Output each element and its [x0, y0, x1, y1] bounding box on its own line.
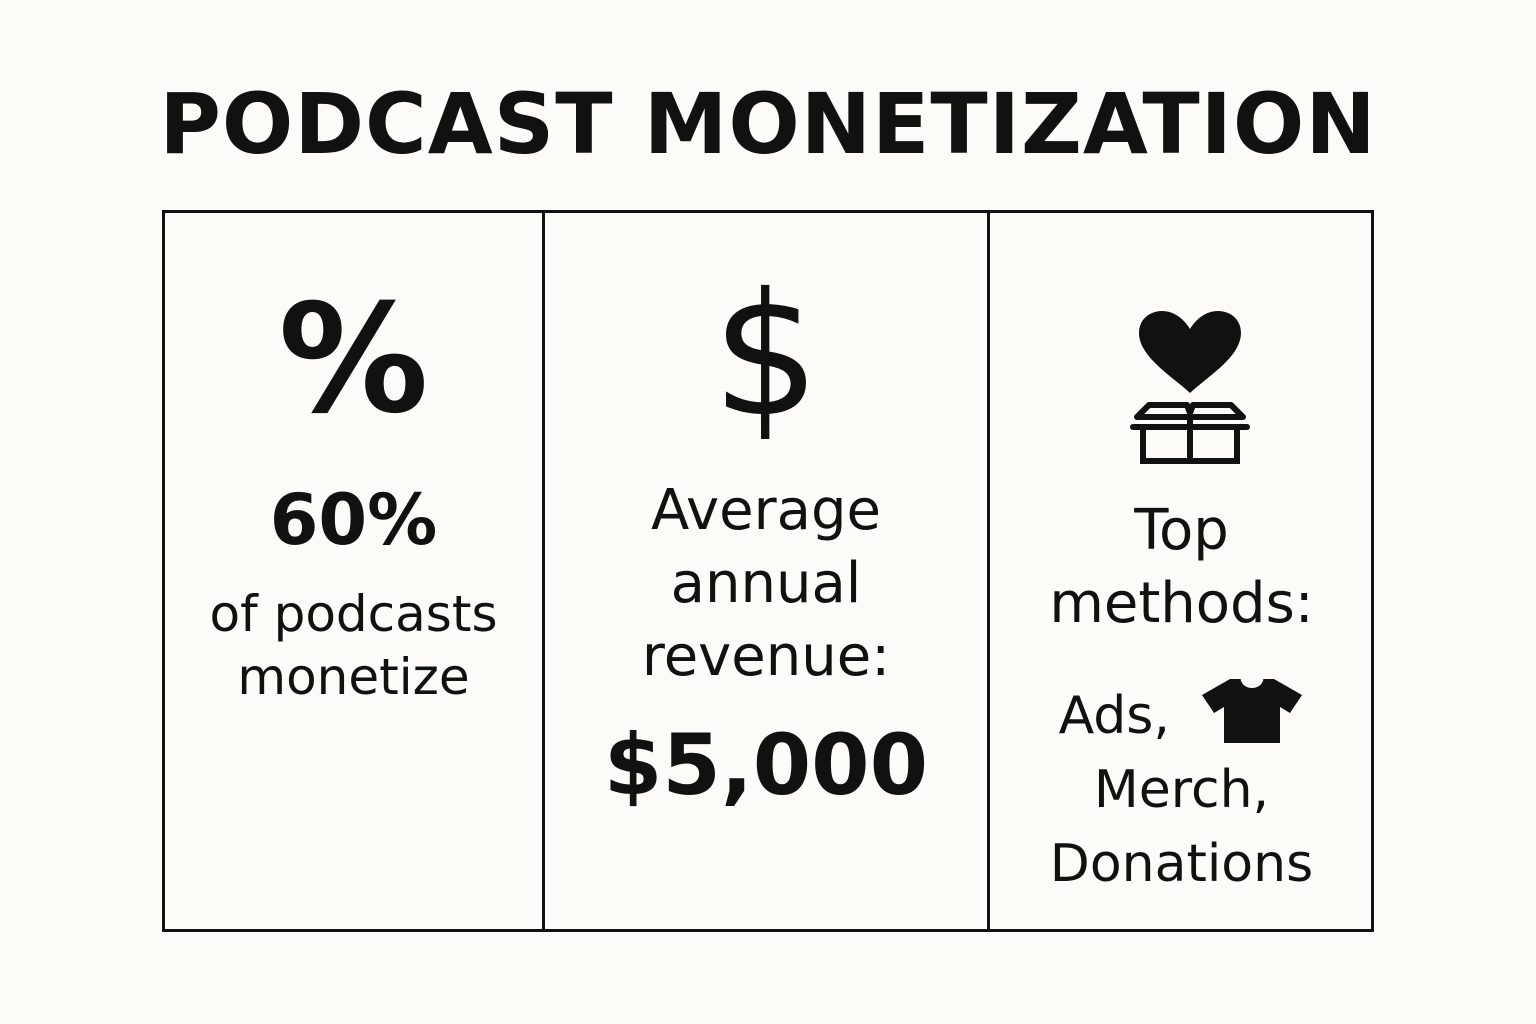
- method-ads: Ads,: [1058, 686, 1170, 746]
- description-line: of podcasts: [209, 585, 498, 643]
- heading-line: methods:: [1049, 570, 1314, 636]
- dollar-icon: $: [711, 257, 821, 455]
- method-item: Ads,: [990, 675, 1373, 754]
- methods-list: Ads, Merch, Donations: [990, 675, 1373, 901]
- revenue-panel: $ Average annual revenue: $5,000: [545, 213, 987, 929]
- heading-line: Top: [1134, 498, 1229, 563]
- percent-icon: %: [278, 273, 429, 447]
- revenue-description: Average annual revenue:: [545, 475, 987, 693]
- method-merch: Merch,: [1093, 759, 1270, 820]
- description-line: annual: [670, 550, 862, 616]
- revenue-value: $5,000: [603, 716, 929, 814]
- percent-panel: % 60% of podcasts monetize: [165, 213, 542, 929]
- description-line: revenue:: [641, 623, 891, 689]
- percent-description: of podcasts monetize: [165, 583, 542, 709]
- description-line: monetize: [237, 648, 470, 706]
- method-donations: Donations: [1049, 833, 1314, 894]
- tshirt-icon: [1202, 678, 1303, 743]
- stats-table: % 60% of podcasts monetize $ Average ann…: [162, 210, 1374, 932]
- methods-heading: Top methods:: [990, 495, 1373, 641]
- page-title: PODCAST MONETIZATION: [159, 75, 1377, 173]
- column-divider: [987, 213, 990, 929]
- methods-panel: Top methods: Ads, Merch, Donations: [990, 213, 1373, 929]
- monetize-percentage: 60%: [269, 479, 438, 561]
- column-divider: [542, 213, 545, 929]
- heart-box-icon: [1130, 311, 1250, 464]
- description-line: Average: [651, 478, 881, 543]
